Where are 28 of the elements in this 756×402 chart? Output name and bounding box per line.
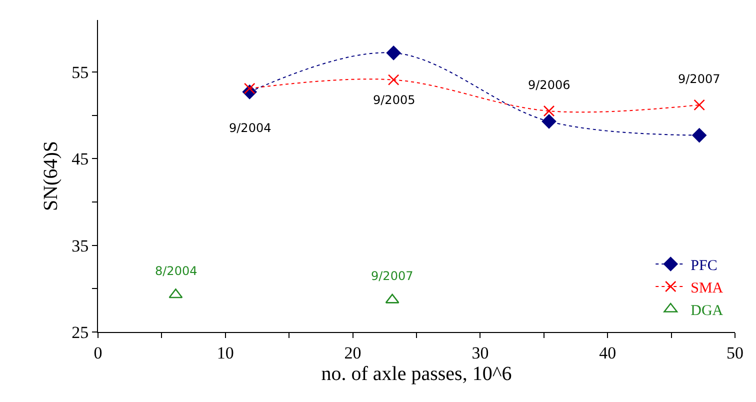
x-tick-label: 30 xyxy=(472,343,489,362)
x-tick-label: 10 xyxy=(216,343,234,362)
y-tick-label: 35 xyxy=(72,236,89,256)
y-tick-label: 25 xyxy=(72,322,89,342)
legend-label: PFC xyxy=(690,258,718,274)
x-tick-label: 40 xyxy=(599,343,616,362)
x-tick-label: 50 xyxy=(726,343,744,362)
legend-label: SMA xyxy=(690,280,724,296)
legend-label: DGA xyxy=(690,302,724,319)
annotation: 9/2007 xyxy=(678,72,720,86)
point xyxy=(388,74,400,86)
annotation: 9/2007 xyxy=(371,269,414,283)
x-tick-label: 0 xyxy=(94,343,102,362)
point xyxy=(692,128,706,142)
annotation: 9/2004 xyxy=(229,121,272,135)
x-axis-title: no. of axle passes, 10^6 xyxy=(321,362,512,385)
annotation: 8/2004 xyxy=(155,264,198,278)
point xyxy=(386,46,401,60)
x-tick-label: 20 xyxy=(344,343,362,362)
point xyxy=(543,105,555,117)
y-tick-label: 55 xyxy=(72,62,89,82)
point xyxy=(244,82,256,94)
annotation: 9/2006 xyxy=(528,78,570,92)
point xyxy=(542,114,556,129)
y-axis-title: SN(64)S xyxy=(40,140,62,212)
annotation: 9/2005 xyxy=(373,93,416,107)
point xyxy=(694,99,705,111)
y-tick-label: 45 xyxy=(72,150,89,169)
